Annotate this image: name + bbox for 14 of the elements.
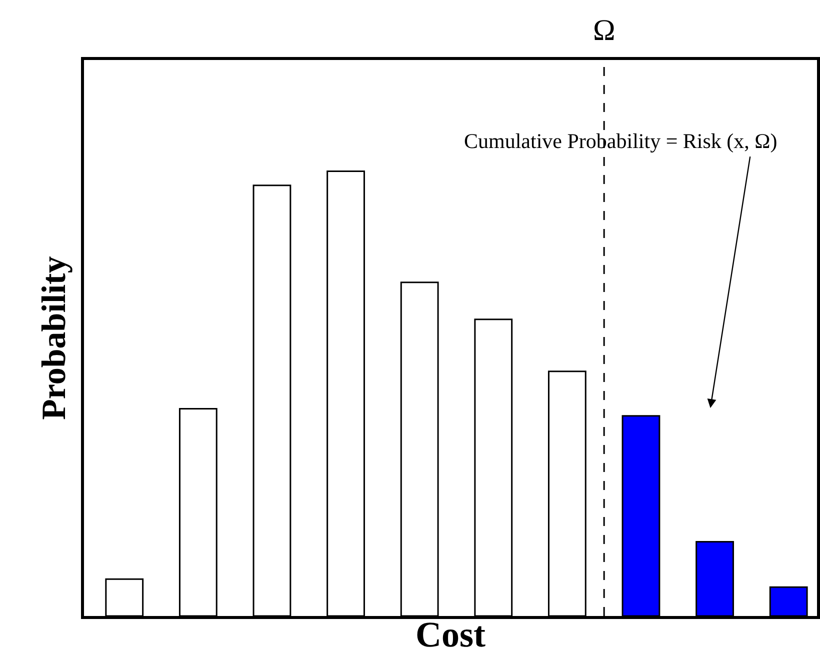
bar — [252, 184, 292, 616]
bar — [474, 318, 513, 616]
bar — [178, 408, 218, 616]
bar — [622, 415, 660, 616]
y-axis-title: Probability — [36, 256, 73, 420]
x-axis-title: Cost — [416, 614, 486, 654]
text: Ω — [593, 14, 616, 47]
bar — [548, 370, 586, 616]
bar — [400, 282, 439, 616]
bar — [696, 540, 734, 616]
text: Cumulative Probability = Risk (x, Ω) — [464, 129, 778, 153]
bar — [326, 170, 365, 616]
bar — [105, 578, 144, 616]
bar — [769, 586, 808, 616]
